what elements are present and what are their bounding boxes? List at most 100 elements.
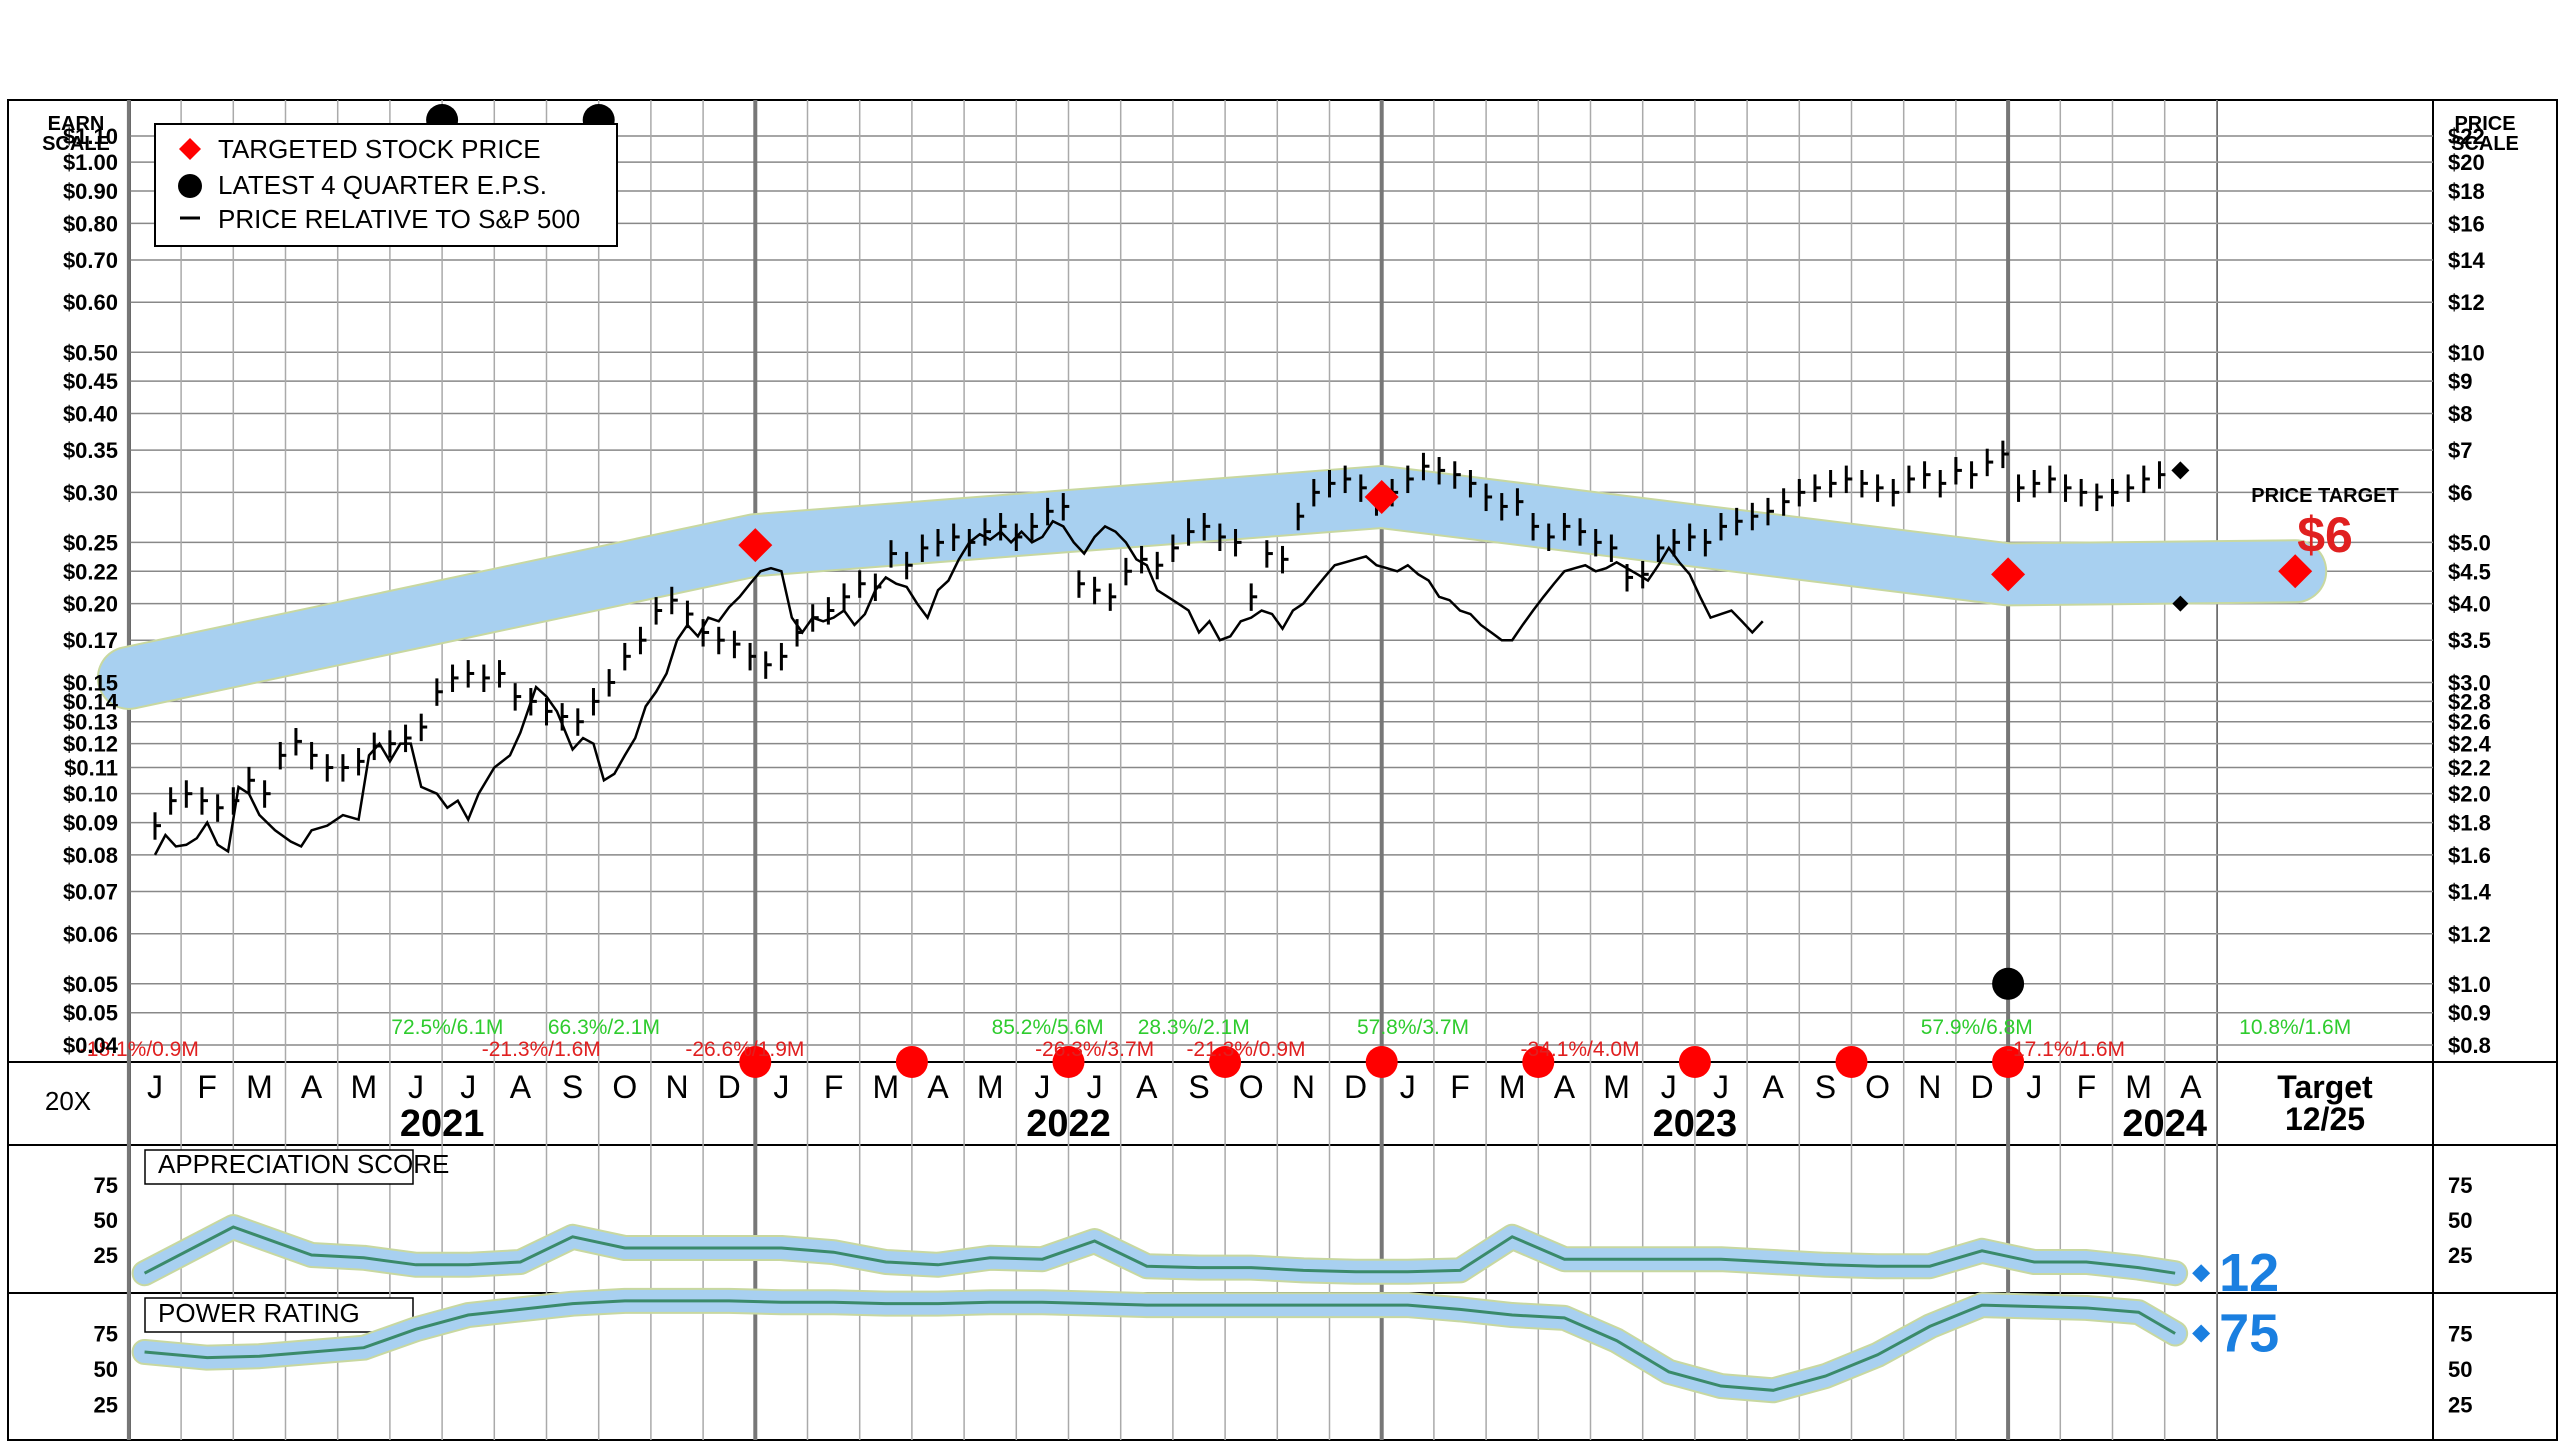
price-tick-label: $6 xyxy=(2448,480,2472,505)
month-label: F xyxy=(2077,1069,2097,1105)
power-tick-left: 50 xyxy=(94,1357,118,1382)
year-label: 2022 xyxy=(1026,1103,1111,1145)
appreciation-tick-left: 50 xyxy=(94,1208,118,1233)
right-axis-title: PRICE xyxy=(2454,113,2515,135)
pct-label-green: 85.2%/5.6M xyxy=(992,1016,1104,1039)
price-tick-label: $8 xyxy=(2448,401,2472,426)
appreciation-line xyxy=(143,1225,2176,1275)
quarterly-dot xyxy=(1835,1046,1868,1078)
eps-tick-label: $0.05 xyxy=(63,1001,118,1026)
month-label: S xyxy=(1815,1069,1836,1105)
pct-label-red: -21.3%/0.9M xyxy=(1186,1038,1305,1061)
pct-label-red: -34.1%/4.0M xyxy=(1521,1038,1640,1061)
target-label: Target xyxy=(2277,1069,2373,1105)
power-line xyxy=(144,1299,2176,1392)
legend-diamond-icon xyxy=(179,138,201,160)
month-label: A xyxy=(927,1069,949,1105)
quarterly-dot xyxy=(1522,1046,1555,1078)
power-tick-left: 25 xyxy=(94,1393,118,1418)
price-tick-label: $1.4 xyxy=(2448,880,2492,905)
appreciation-tick-right: 50 xyxy=(2448,1208,2472,1233)
left-axis-title: SCALE xyxy=(42,133,110,155)
eps-tick-label: $0.11 xyxy=(64,756,118,781)
power-title-box xyxy=(144,1297,414,1333)
price-tick-label: $0.8 xyxy=(2448,1033,2491,1058)
price-tick-label: $2.2 xyxy=(2448,756,2491,781)
month-label: M xyxy=(1499,1069,1526,1105)
target-price-marker xyxy=(738,528,773,563)
quarterly-dot xyxy=(739,1046,772,1078)
eps-tick-label: $0.14 xyxy=(63,689,119,714)
price-tick-label: $4.5 xyxy=(2448,559,2491,584)
appreciation-tick-right: 25 xyxy=(2448,1243,2472,1268)
eps-tick-label: $0.05 xyxy=(63,972,118,997)
pct-label-green: 57.9%/6.8M xyxy=(1921,1016,2033,1039)
price-tick-label: $14 xyxy=(2448,248,2485,273)
eps-tick-label: $0.30 xyxy=(63,480,118,505)
eps-tick-label: $0.06 xyxy=(63,922,118,947)
price-tick-label: $12 xyxy=(2448,290,2485,315)
eps-tick-label: $0.07 xyxy=(63,880,118,905)
legend: TARGETED STOCK PRICE LATEST 4 QUARTER E.P… xyxy=(154,123,618,247)
price-tick-label: $20 xyxy=(2448,150,2485,175)
power-tick-right: 50 xyxy=(2448,1357,2472,1382)
month-label: D xyxy=(1970,1069,1993,1105)
price-tick-label: $1.8 xyxy=(2448,811,2491,836)
legend-label: TARGETED STOCK PRICE xyxy=(218,134,541,164)
legend-label: PRICE RELATIVE TO S&P 500 xyxy=(218,204,580,234)
outer-frame xyxy=(7,99,2558,1441)
eps-tick-label: $0.80 xyxy=(63,211,118,236)
eps-tick-label: $0.10 xyxy=(63,782,118,807)
eps-tick-label: $0.13 xyxy=(63,710,118,735)
price-tick-label: $3.0 xyxy=(2448,670,2491,695)
month-label: M xyxy=(246,1069,273,1105)
month-label: J xyxy=(1661,1069,1677,1105)
grid xyxy=(7,99,2558,1441)
month-label: J xyxy=(408,1069,424,1105)
price-tick-label: $1.6 xyxy=(2448,843,2491,868)
eps-tick-label: $0.70 xyxy=(63,248,118,273)
percent-labels: 72.5%/6.1M 66.3%/2.1M 85.2%/5.6M 28.3%/2.1M… xyxy=(80,1016,2351,1061)
month-label: D xyxy=(1344,1069,1367,1105)
quarterly-dot xyxy=(1678,1046,1711,1078)
price-tick-label: $2.4 xyxy=(2448,732,2492,757)
appreciation-tick-left: 75 xyxy=(94,1173,118,1198)
pct-label-red: -21.3%/1.6M xyxy=(482,1038,601,1061)
month-label: J xyxy=(1713,1069,1729,1105)
price-tick-label: $5.0 xyxy=(2448,530,2491,555)
target-price-marker xyxy=(2278,554,2313,589)
price-tick-label: $2.8 xyxy=(2448,689,2491,714)
month-label: S xyxy=(1188,1069,1209,1105)
month-label: F xyxy=(824,1069,844,1105)
month-label: J xyxy=(773,1069,789,1105)
month-label: M xyxy=(977,1069,1004,1105)
eps-tick-label: $0.45 xyxy=(63,369,118,394)
month-label: F xyxy=(197,1069,217,1105)
eps-tick-label: $0.09 xyxy=(63,811,118,836)
appreciation-title-box xyxy=(144,1149,414,1185)
eps-tick-label: $0.08 xyxy=(63,843,118,868)
pct-label-red: -18.1%/0.9M xyxy=(80,1038,199,1061)
year-label: 2021 xyxy=(400,1103,485,1145)
target-band xyxy=(96,464,2328,710)
power-tick-left: 75 xyxy=(94,1322,118,1347)
month-label: J xyxy=(1400,1069,1416,1105)
power-tick-right: 25 xyxy=(2448,1393,2472,1418)
eps-tick-label: $0.90 xyxy=(63,179,118,204)
eps-tick-label: $1.00 xyxy=(63,150,118,175)
price-tick-label: $2.6 xyxy=(2448,710,2491,735)
price-tick-label: $18 xyxy=(2448,179,2485,204)
quarterly-dot xyxy=(1992,1046,2025,1078)
month-label: O xyxy=(1239,1069,1264,1105)
eps-tick-label: $0.50 xyxy=(63,340,118,365)
month-label: A xyxy=(1763,1069,1785,1105)
month-label: J xyxy=(460,1069,476,1105)
eps-dot xyxy=(1992,967,2025,1000)
price-tick-label: $4.0 xyxy=(2448,592,2491,617)
eps-tick-label: $0.04 xyxy=(63,1033,119,1058)
price-tick-label: $1.2 xyxy=(2448,922,2491,947)
eps-tick-label: $0.15 xyxy=(63,670,118,695)
appreciation-title: APPRECIATION SCORE xyxy=(158,1149,449,1179)
quarterly-dot xyxy=(1052,1046,1085,1078)
target-price-marker xyxy=(1364,479,1399,514)
